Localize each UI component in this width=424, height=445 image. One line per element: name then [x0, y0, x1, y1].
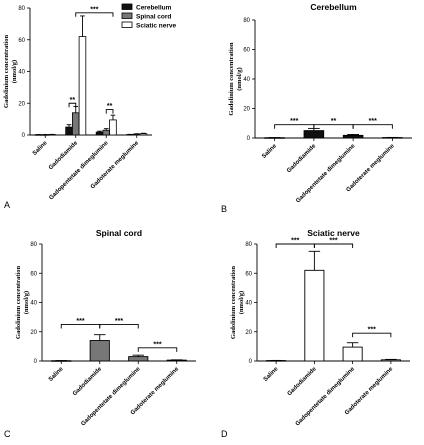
y-axis-label: Gadolinium concentration [230, 266, 237, 340]
bar [342, 134, 364, 139]
y-tick-label: 40 [30, 301, 37, 307]
panel-letter: D [221, 429, 228, 439]
x-tick-label: Saline [263, 366, 280, 383]
significance-bracket [75, 12, 114, 17]
bar-cerebellum [65, 126, 73, 136]
y-tick-label: 40 [245, 301, 252, 307]
x-tick-label: Saline [48, 366, 65, 383]
significance-label: *** [329, 238, 337, 245]
bar-spinal-cord [102, 129, 111, 136]
bar [380, 359, 401, 362]
y-tick-label: 0 [249, 359, 253, 365]
chart-panel-c: Spinal cord C 0 20 40 60 80 Gadolinium concentr… [4, 228, 196, 439]
y-tick-label: 60 [245, 271, 252, 277]
significance-bracket [137, 347, 178, 352]
chart-panel-b: Cerebellum B 0 20 40 60 80 Gadolinium concentra… [221, 2, 412, 214]
bar [342, 346, 363, 362]
y-tick-label: 20 [245, 330, 252, 336]
y-axis-label: (nmol/g) [238, 291, 245, 314]
significance-bracket [60, 323, 101, 329]
y-tick-label: 60 [18, 38, 25, 44]
bar-sciatic-nerve [139, 133, 148, 136]
bar [89, 340, 110, 362]
x-tick-label: Gadodiamide [72, 366, 104, 398]
panel-letter: A [4, 200, 10, 210]
x-tick-label: Gadopentetate dimeglumine [48, 140, 110, 202]
significance-bracket [313, 243, 354, 248]
legend-label: Sciatic nerve [136, 23, 176, 30]
y-tick-label: 0 [247, 136, 251, 142]
y-axis-label: (nmol/g) [23, 291, 30, 314]
bar-sciatic-nerve [78, 36, 87, 136]
significance-label: *** [369, 118, 377, 125]
y-axis-label: (nmol/g) [236, 67, 243, 90]
significance-bracket [99, 323, 139, 329]
y-tick-label: 80 [18, 6, 25, 12]
significance-label: ** [70, 97, 76, 104]
y-tick-label: 20 [18, 101, 25, 107]
y-axis-label: Gadolinium concentration [228, 42, 235, 116]
chart-panel-d: Sciatic nerve D 0 20 40 60 80 Gadolinium concen… [221, 228, 410, 439]
legend-label: Spinal cord [136, 14, 171, 21]
bar [128, 356, 149, 362]
significance-label: *** [90, 6, 98, 13]
x-tick-label: Gadodiamide [286, 143, 318, 175]
bar-cerebellum [95, 131, 104, 136]
y-tick-label: 0 [34, 359, 38, 365]
bar-spinal-cord [71, 112, 80, 136]
legend-label: Cerebellum [136, 5, 172, 12]
bar [303, 130, 325, 139]
y-tick-label: 40 [243, 77, 250, 83]
bar-sciatic-nerve [109, 119, 117, 136]
significance-bracket [352, 124, 393, 129]
y-tick-label: 60 [30, 271, 37, 277]
y-axis-label: Gadolinium concentration [3, 35, 10, 109]
significance-label: *** [368, 327, 376, 334]
y-tick-label: 40 [18, 70, 25, 76]
y-tick-label: 80 [30, 242, 37, 248]
x-tick-label: Saline [261, 143, 278, 160]
significance-bracket [275, 243, 315, 248]
legend-swatch [121, 3, 133, 10]
y-axis-label: Gadolinium concentration [15, 266, 22, 340]
significance-label: ** [107, 103, 113, 110]
panel-letter: C [4, 429, 11, 439]
legend-swatch [121, 12, 133, 19]
legend-swatch [121, 21, 133, 28]
significance-bracket [68, 102, 77, 108]
y-tick-label: 60 [243, 48, 250, 54]
significance-bracket [352, 332, 392, 338]
y-axis-label: (nmol/g) [11, 60, 18, 83]
y-tick-label: 80 [245, 242, 252, 248]
y-tick-label: 0 [22, 133, 26, 139]
bar-spinal-cord [132, 133, 141, 136]
y-tick-label: 20 [243, 107, 250, 113]
significance-label: *** [115, 318, 123, 325]
significance-label: *** [291, 238, 299, 245]
x-tick-label: Gadodiamide [287, 366, 319, 398]
legend: Cerebellum Spinal cord Sciatic nerve [121, 3, 176, 30]
significance-bracket [105, 109, 114, 114]
panel-letter: B [221, 204, 227, 214]
significance-label: *** [76, 318, 84, 325]
x-tick-label: Gadodiamide [48, 140, 80, 172]
y-tick-label: 20 [30, 330, 37, 336]
chart-title: Cerebellum [310, 2, 357, 12]
significance-label: *** [290, 118, 298, 125]
x-tick-label: Saline [32, 140, 49, 157]
bar [304, 269, 325, 362]
chart-title: Spinal cord [96, 228, 142, 238]
chart-title: Sciatic nerve [307, 228, 360, 238]
chart-panel-a: A 0 20 40 60 80 Gadolinium concentration (nmol/… [3, 3, 176, 210]
significance-label: *** [153, 341, 161, 348]
y-tick-label: 80 [243, 18, 250, 24]
significance-label: ** [331, 118, 337, 125]
